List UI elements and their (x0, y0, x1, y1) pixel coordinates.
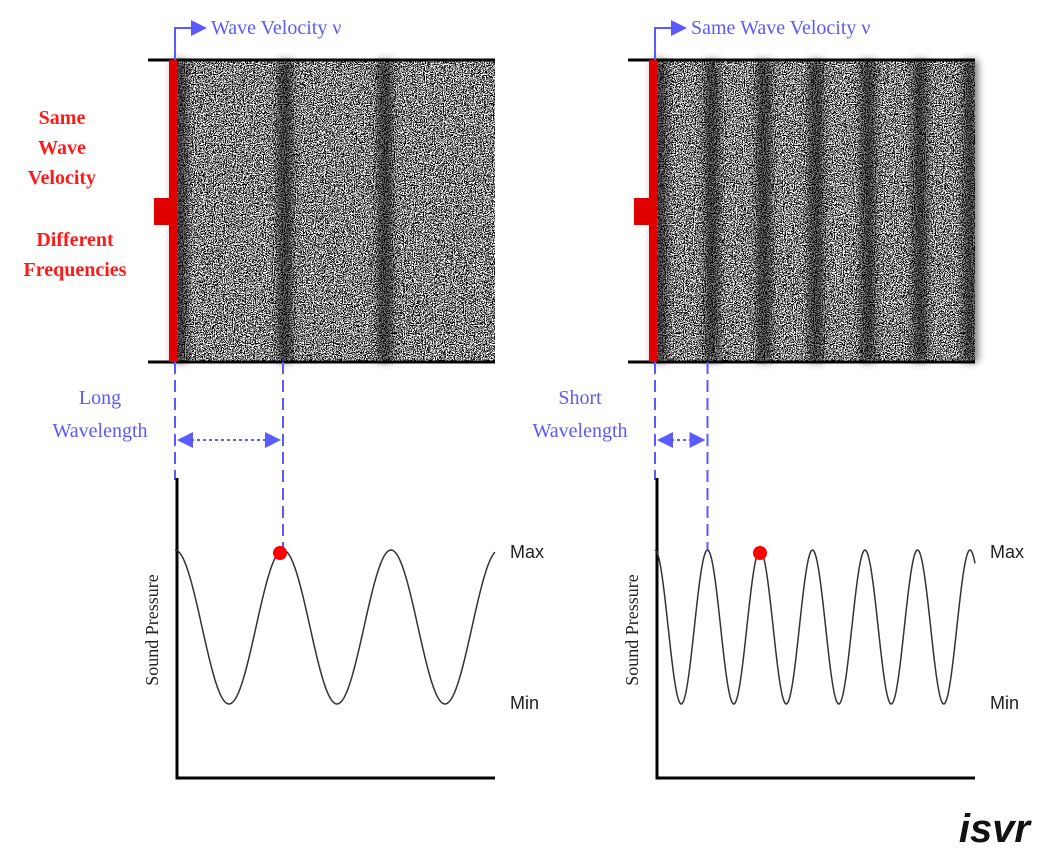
wavelength-label: Short (558, 387, 602, 409)
min-label: Min (990, 693, 1019, 713)
tracked-particle (753, 546, 767, 560)
logo: isvr (959, 807, 1033, 850)
max-label: Max (990, 542, 1024, 562)
wavelength-label: Wavelength (532, 420, 627, 442)
pressure-wave (174, 549, 496, 705)
pressure-wave (654, 549, 976, 705)
side-note: Same Wave Velocity Different Frequencies (24, 107, 127, 281)
noise-field (175, 60, 495, 362)
note-line: Same (39, 107, 86, 129)
noise-field (655, 60, 975, 362)
axis (655, 478, 975, 780)
velocity-label: Same Wave Velocity ν (691, 17, 870, 39)
note-line: Different (36, 229, 114, 251)
piston (649, 60, 657, 362)
piston-handle (634, 198, 649, 225)
note-line: Velocity (28, 167, 96, 189)
tracked-particle (273, 546, 287, 560)
note-line: Wave (38, 137, 86, 159)
y-axis-label: Sound Pressure (622, 574, 642, 686)
note-line: Frequencies (24, 259, 127, 281)
min-label: Min (510, 693, 539, 713)
max-label: Max (510, 542, 544, 562)
piston (169, 60, 177, 362)
velocity-label: Wave Velocity ν (211, 17, 341, 39)
piston-handle (154, 198, 169, 225)
axis (175, 478, 495, 780)
velocity-arrow (174, 20, 207, 60)
wavelength-label: Long (79, 387, 121, 409)
velocity-arrow (654, 20, 687, 60)
y-axis-label: Sound Pressure (142, 574, 162, 686)
wavelength-label: Wavelength (52, 420, 147, 442)
